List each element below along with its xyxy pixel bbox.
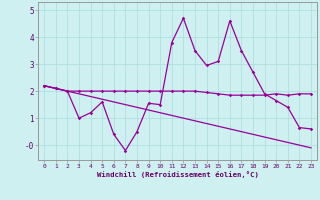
X-axis label: Windchill (Refroidissement éolien,°C): Windchill (Refroidissement éolien,°C) [97,171,259,178]
